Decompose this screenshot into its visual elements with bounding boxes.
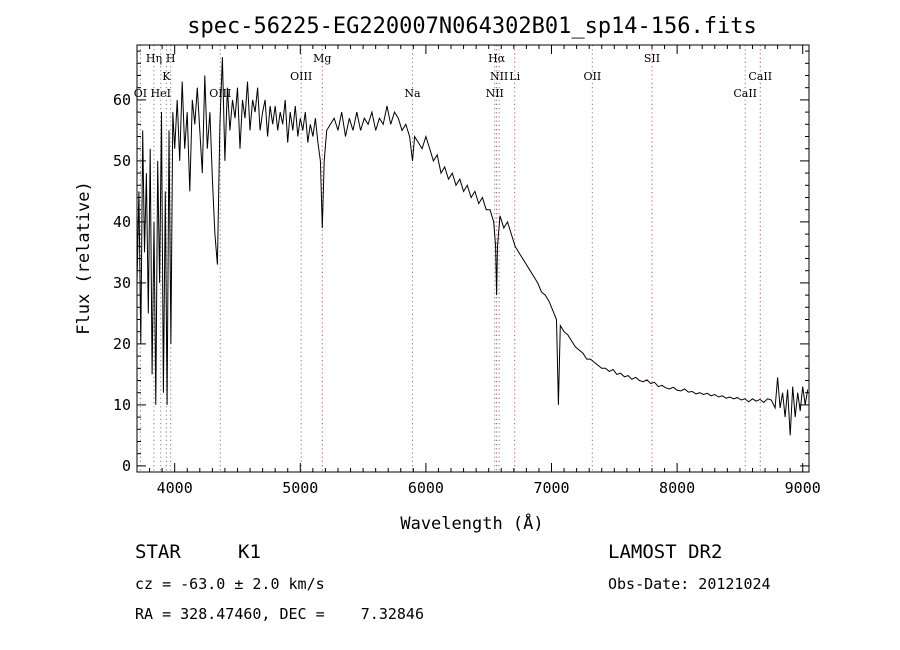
y-axis-ticks: 0 10 20 30 40 50 60 xyxy=(113,50,809,475)
spectral-line-label: CaII xyxy=(748,70,772,83)
x-tick-label: 6000 xyxy=(408,479,444,497)
spectral-line-label: CaII xyxy=(733,87,757,100)
spectral-line-label: K xyxy=(162,70,171,83)
chart-title: spec-56225-EG220007N064302B01_sp14-156.f… xyxy=(187,14,757,39)
object-subclass: K1 xyxy=(238,541,261,563)
y-tick-label: 20 xyxy=(113,335,131,353)
spectral-line-label: NII xyxy=(486,87,504,100)
x-tick-label: 4000 xyxy=(157,479,193,497)
redshift-text: cz = -63.0 ± 2.0 km/s xyxy=(135,575,325,593)
y-axis-label: Flux (relative) xyxy=(74,181,94,335)
x-tick-label: 5000 xyxy=(282,479,318,497)
y-tick-label: 50 xyxy=(113,152,131,170)
spectral-line-label: NII xyxy=(490,70,508,83)
x-tick-label: 9000 xyxy=(785,479,821,497)
x-tick-label: 7000 xyxy=(533,479,569,497)
coordinates-text: RA = 328.47460, DEC = 7.32846 xyxy=(135,605,424,623)
survey-name: LAMOST DR2 xyxy=(608,541,723,563)
object-class: STAR xyxy=(135,541,181,563)
plot-frame xyxy=(136,44,810,473)
y-tick-label: 60 xyxy=(113,91,131,109)
spectrum-line xyxy=(136,57,809,436)
x-axis-ticks: 4000 5000 6000 7000 8000 9000 xyxy=(136,45,821,497)
observation-date: Obs-Date: 20121024 xyxy=(608,575,771,593)
y-tick-label: 40 xyxy=(113,213,131,231)
x-tick-label: 8000 xyxy=(659,479,695,497)
y-tick-label: 30 xyxy=(113,274,131,292)
spectral-line-label: Hα xyxy=(488,52,506,65)
spectral-line-label: H xyxy=(166,52,176,65)
spectral-line-label: Na xyxy=(404,87,421,100)
y-tick-label: 10 xyxy=(113,396,131,414)
spectral-line-label: OIII xyxy=(209,87,231,100)
spectral-line-label: HeI xyxy=(151,87,171,100)
spectral-line-label: OIII xyxy=(290,70,312,83)
y-tick-label: 0 xyxy=(122,457,131,475)
spectral-line-label: Mg xyxy=(313,52,331,65)
spectral-line-label: Hη xyxy=(146,52,162,65)
spectral-line-label: SII xyxy=(644,52,660,65)
spectral-line-label: OI xyxy=(134,87,147,100)
spectral-line-label: OII xyxy=(583,70,601,83)
x-axis-label: Wavelength (Å) xyxy=(400,512,543,534)
spectral-line-label: Li xyxy=(509,70,520,83)
